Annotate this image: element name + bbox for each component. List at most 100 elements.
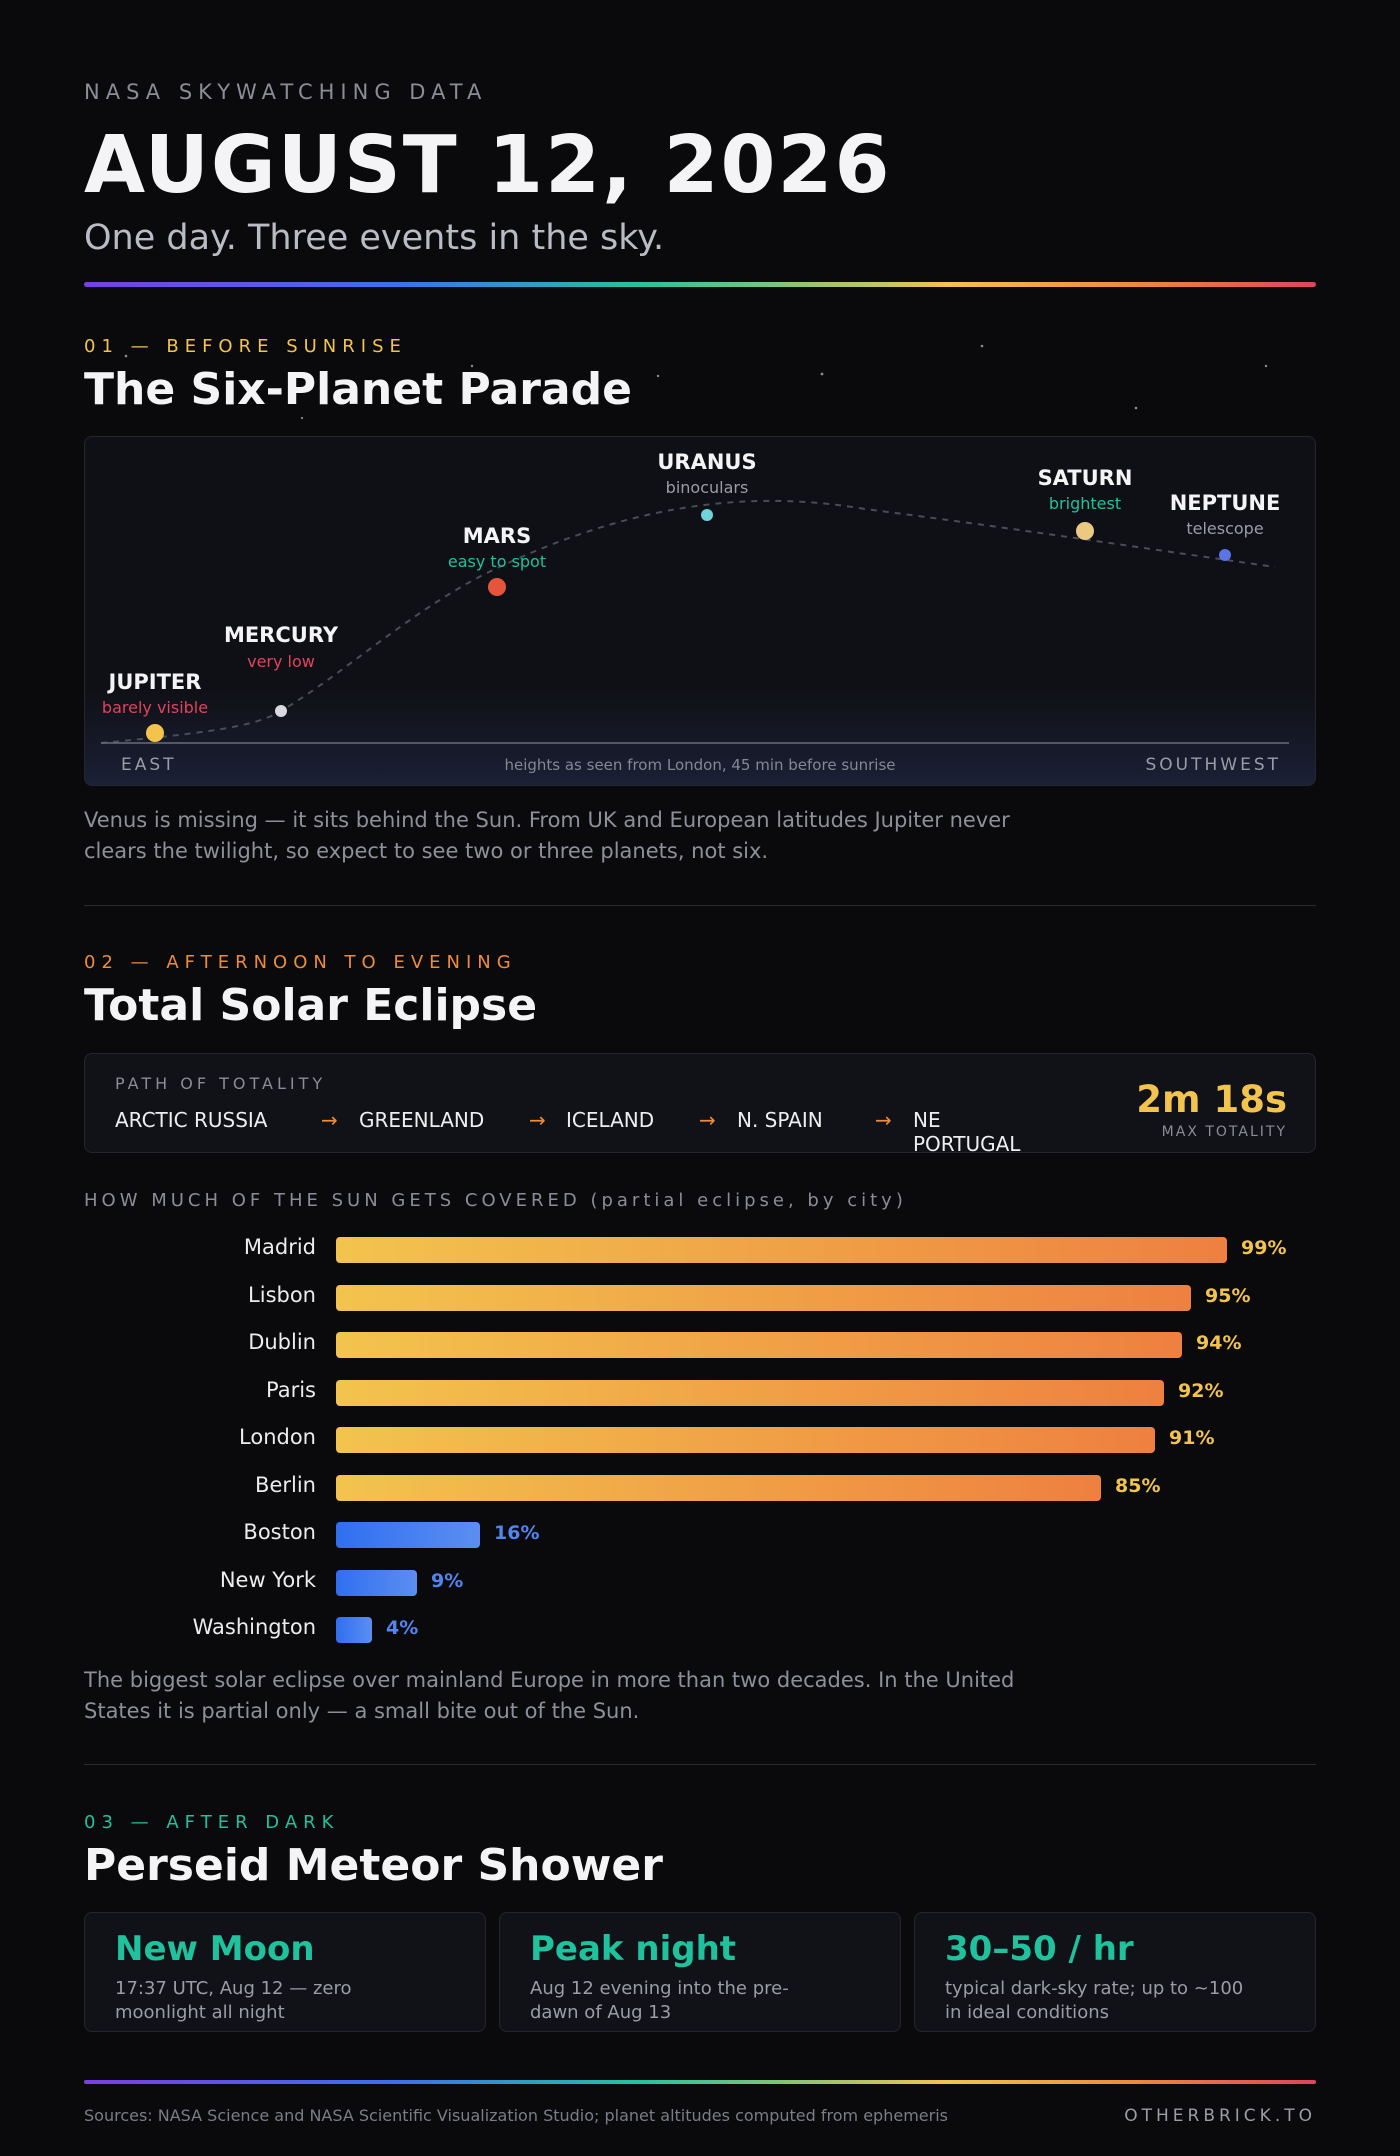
coverage-bar-chart: Madrid 99% Lisbon 95% Dublin 94% Paris 92% Londo… [84, 1233, 1316, 1653]
header-kicker: NASA SKYWATCHING DATA [84, 80, 488, 104]
card-heading: New Moon [115, 1929, 315, 1969]
arrow-icon: → [321, 1108, 338, 1132]
mercury-tag: very low [247, 652, 315, 671]
section2-note: The biggest solar eclipse over mainland … [84, 1668, 1015, 1723]
bar [336, 1427, 1155, 1453]
bar-category-label: Berlin [255, 1472, 316, 1497]
mars-dot [488, 578, 506, 596]
bar-category-label: Washington [192, 1615, 316, 1639]
bar-category-label: London [239, 1425, 316, 1449]
star [1134, 406, 1138, 410]
bar-row: New York 9% [84, 1566, 1316, 1598]
jupiter-name: JUPITER [107, 670, 202, 694]
east-label: EAST [121, 755, 177, 775]
neptune-tag: telescope [1186, 519, 1263, 538]
mars-tag: easy to spot [448, 552, 546, 571]
bar [336, 1379, 1164, 1406]
bar [336, 1332, 1182, 1358]
meteor-card-new-moon: New Moon 17:37 UTC, Aug 12 — zero moonli… [84, 1912, 486, 2032]
bar-category-label: Dublin [248, 1330, 316, 1354]
page-title: AUGUST 12, 2026 [84, 119, 892, 211]
card-text: 17:37 UTC, Aug 12 — zero moonlight all n… [115, 1978, 352, 2023]
section2-kicker: 02 — AFTERNOON TO EVENING [84, 952, 517, 973]
bar-category-label: Boston [243, 1520, 316, 1544]
path-stop: ICELAND [566, 1108, 655, 1132]
bar-value-label: 92% [1178, 1379, 1224, 1402]
page-subtitle: One day. Three events in the sky. [84, 218, 665, 258]
star [300, 416, 304, 420]
path-stops: ARCTIC RUSSIA → GREENLAND → ICELAND → N.… [115, 1108, 1020, 1156]
bar-category-label: Madrid [243, 1235, 316, 1259]
bar-category-label: New York [219, 1567, 316, 1592]
star [1264, 364, 1268, 368]
section1-kicker: 01 — BEFORE SUNRISE [84, 336, 407, 357]
card-text: typical dark-sky rate; up to ~100 in ide… [945, 1978, 1244, 2023]
bar [336, 1522, 480, 1548]
neptune-dot [1219, 549, 1231, 561]
bar [336, 1569, 417, 1596]
bar-value-label: 95% [1205, 1284, 1251, 1307]
bar [336, 1617, 372, 1643]
arrow-icon: → [699, 1108, 716, 1132]
uranus-name: URANUS [657, 450, 756, 474]
footer-sources: Sources: NASA Science and NASA Scientifi… [84, 2106, 948, 2125]
section3-kicker: 03 — AFTER DARK [84, 1812, 340, 1833]
bar [336, 1284, 1191, 1311]
star-field [124, 344, 1268, 420]
bar-row: Paris 92% [84, 1376, 1316, 1408]
footer-rainbow-rule [84, 2080, 1316, 2084]
max-totality-value: 2m 18s [1136, 1078, 1287, 1121]
saturn-dot [1076, 522, 1094, 540]
mercury-dot [275, 705, 287, 717]
bar-value-label: 16% [494, 1522, 540, 1544]
max-totality-label: MAX TOTALITY [1161, 1124, 1287, 1140]
bar-category-label: Lisbon [248, 1282, 316, 1307]
bar-value-label: 9% [431, 1569, 464, 1592]
section-divider [84, 1764, 1316, 1765]
bar-row: Berlin 85% [84, 1471, 1316, 1503]
arrow-icon: → [529, 1108, 546, 1132]
path-stop: ARCTIC RUSSIA [115, 1108, 268, 1132]
bar-row: London 91% [84, 1423, 1316, 1455]
section3-title: Perseid Meteor Shower [84, 1840, 663, 1891]
star [124, 354, 128, 358]
uranus-tag: binoculars [666, 478, 749, 497]
mercury-name: MERCURY [224, 623, 339, 647]
bar-value-label: 85% [1115, 1474, 1161, 1497]
card-text: Aug 12 evening into the pre-dawn of Aug … [530, 1978, 789, 2023]
card-heading: 30–50 / hr [945, 1929, 1134, 1969]
bar-value-label: 99% [1241, 1237, 1287, 1259]
star [820, 372, 824, 376]
header-rainbow-rule [84, 282, 1316, 287]
bar-row: Lisbon 95% [84, 1281, 1316, 1313]
meteor-cards: New Moon 17:37 UTC, Aug 12 — zero moonli… [84, 1912, 1316, 2032]
jupiter-dot [146, 724, 164, 742]
ecliptic-arc [100, 499, 1276, 744]
card-heading: Peak night [530, 1929, 737, 1969]
meteor-card-rate: 30–50 / hr typical dark-sky rate; up to … [914, 1912, 1316, 2032]
path-stop: NE PORTUGAL [913, 1108, 1021, 1156]
planet-parade-panel: JUPITER barely visible MERCURY very low … [84, 436, 1316, 786]
star [470, 364, 474, 368]
section1-note: Venus is missing — it sits behind the Su… [84, 808, 1010, 863]
meteor-card-peak-night: Peak night Aug 12 evening into the pre-d… [499, 1912, 901, 2032]
bar-row: Washington 4% [84, 1613, 1316, 1645]
path-of-totality-panel: PATH OF TOTALITY ARCTIC RUSSIA → GREENLA… [84, 1053, 1316, 1156]
bar [336, 1474, 1101, 1501]
section1-title: The Six-Planet Parade [84, 364, 632, 415]
jupiter-tag: barely visible [102, 698, 208, 717]
path-stop: GREENLAND [359, 1108, 485, 1132]
uranus-dot [701, 509, 713, 521]
arrow-icon: → [875, 1108, 892, 1132]
neptune-name: NEPTUNE [1170, 491, 1281, 515]
bar-value-label: 4% [386, 1617, 419, 1639]
bar-value-label: 91% [1169, 1427, 1215, 1449]
path-stop: N. SPAIN [737, 1108, 823, 1132]
section-divider [84, 905, 1316, 906]
bar-value-label: 94% [1196, 1332, 1242, 1354]
coverage-heading: HOW MUCH OF THE SUN GETS COVERED (partia… [84, 1190, 907, 1211]
axis-note: heights as seen from London, 45 min befo… [504, 756, 895, 774]
bar [336, 1237, 1227, 1263]
star [980, 344, 984, 348]
footer-brand: OTHERBRICK.TO [1124, 2106, 1316, 2126]
